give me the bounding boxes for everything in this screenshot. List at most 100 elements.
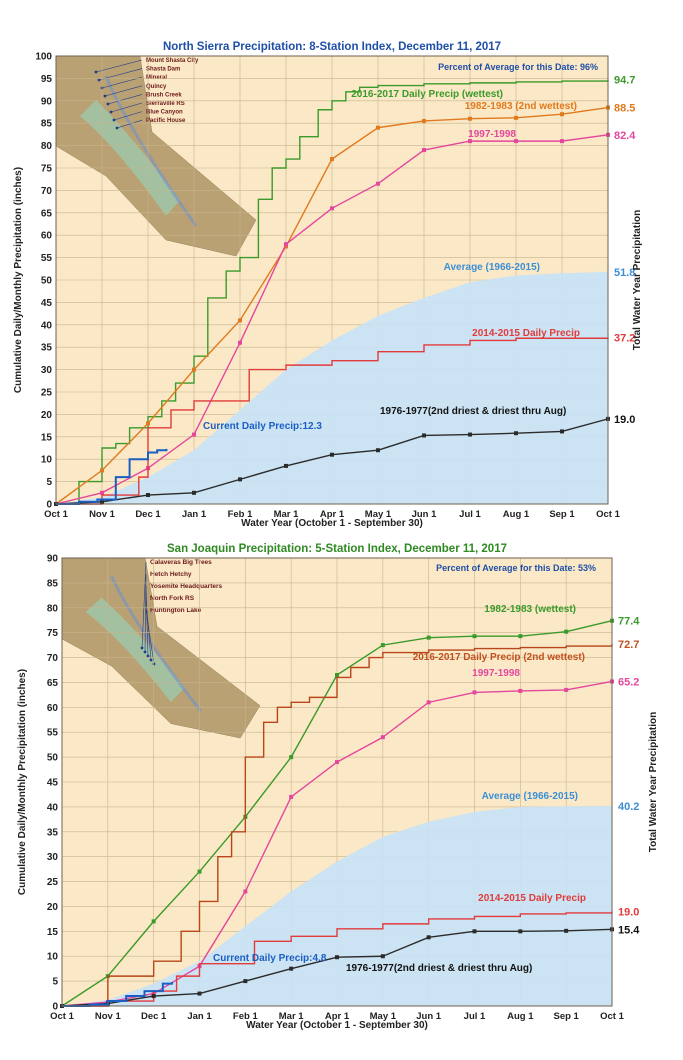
- y-tick-label: 40: [47, 802, 59, 813]
- y-tick-label: 85: [47, 578, 59, 589]
- series-1982-1983-2nd-wettest-point: [100, 468, 104, 473]
- series-2014-2015-daily-precip: [62, 911, 613, 1007]
- x-tick-label: Nov 1: [89, 509, 116, 520]
- y-tick-label: 10: [47, 952, 59, 963]
- y-tick-label: 60: [47, 703, 59, 714]
- chart-title: North Sierra Precipitation: 8-Station In…: [163, 41, 501, 53]
- map-station-leader: [101, 76, 143, 89]
- series-1982-1983-2nd-wettest-point: [330, 157, 334, 162]
- series-1997-1998-point: [426, 700, 431, 705]
- series-1982-1983-2nd-wettest-point: [192, 367, 196, 372]
- series-current-daily-precip-4-8-line: [62, 982, 173, 1007]
- chart-panel-2: Calaveras Big Trees Hetch Hetchy Yosemite …: [17, 543, 659, 1031]
- series-2014-2015-daily-precip-end-value: 19.0: [618, 906, 639, 918]
- series-2016-2017-daily-precip-wettest: [56, 79, 609, 505]
- x-tick-label: Nov 1: [95, 1011, 122, 1022]
- series-1997-1998-point: [330, 206, 334, 211]
- series-1976-1977-2nd-driest-driest-thru-aug: [54, 416, 610, 506]
- y-tick-label: 30: [41, 365, 53, 376]
- series-average-1966-2015-label: Average (1966-2015): [444, 262, 540, 273]
- series-2016-2017-daily-precip-2nd-wettest-end-value: 72.7: [618, 639, 639, 651]
- y-tick-label: 60: [41, 231, 53, 242]
- series-average-1966-2015: [56, 271, 608, 504]
- y-tick-label: 85: [41, 119, 53, 130]
- series-current-daily-precip-12-3-label: Current Daily Precip:12.3: [203, 421, 322, 432]
- series-1982-1983-2nd-wettest-point: [146, 421, 150, 426]
- y-axis-right-label: Total Water Year Precipitation: [648, 712, 659, 852]
- map-label-quincy: Quincy: [146, 84, 167, 90]
- series-1997-1998-point: [192, 432, 196, 437]
- y-tick-label: 95: [41, 74, 53, 85]
- series-2016-2017-daily-precip-wettest-end-value: 94.7: [614, 75, 635, 87]
- series-2014-2015-daily-precip-line: [56, 337, 609, 505]
- map-station-leader: [145, 609, 155, 665]
- series-1982-1983-2nd-wettest-point: [284, 244, 288, 249]
- series-1976-1977-2nd-driest-driest-thru-aug-point: [151, 994, 156, 999]
- x-tick-label: Jan 1: [182, 509, 207, 520]
- y-tick-label: 20: [41, 410, 53, 421]
- map-station-marker: [115, 126, 119, 130]
- series-1982-1983-wettest-point: [564, 629, 569, 634]
- series-1976-1977-2nd-driest-driest-thru-aug-point: [335, 955, 339, 960]
- x-tick-label: Feb 1: [233, 1011, 259, 1022]
- map-station-marker: [103, 94, 107, 98]
- y-tick-label: 80: [41, 141, 53, 152]
- plot-frame: [55, 55, 609, 505]
- series-1976-1977-2nd-driest-driest-thru-aug-end-value: 19.0: [614, 414, 635, 426]
- map-label-brush-creek: Brush Creek: [146, 92, 182, 98]
- x-tick-label: Mar 1: [274, 509, 300, 520]
- series-1997-1998-point: [289, 794, 294, 799]
- series-1997-1998-end-value: 65.2: [618, 676, 639, 688]
- series-1997-1998-point: [518, 688, 523, 693]
- x-tick-label: Dec 1: [135, 509, 161, 520]
- series-2014-2015-daily-precip-end-value: 37.2: [614, 332, 635, 344]
- x-tick-label: Sep 1: [553, 1011, 579, 1022]
- average-area: [56, 271, 608, 504]
- map-label-pacific-house: Pacific House: [146, 118, 186, 124]
- series-1976-1977-2nd-driest-driest-thru-aug-end-value: 15.4: [618, 924, 640, 936]
- series-1976-1977-2nd-driest-driest-thru-aug-point: [289, 966, 294, 971]
- series-current-daily-precip-4-8: [62, 982, 173, 1007]
- series-1997-1998-point: [468, 139, 472, 144]
- y-tick-label: 0: [46, 500, 52, 511]
- x-tick-label: Jul 1: [464, 1011, 486, 1022]
- y-axis-label: Cumulative Daily/Monthly Precipitation (…: [13, 167, 24, 393]
- map-snow-band: [104, 75, 198, 227]
- series-current-daily-precip-12-3-line: [56, 448, 168, 505]
- y-tick-label: 5: [52, 977, 58, 988]
- series-1997-1998-point: [376, 181, 380, 186]
- y-tick-label: 90: [47, 554, 59, 565]
- series-1982-1983-wettest-point: [289, 755, 294, 760]
- series-1976-1977-2nd-driest-driest-thru-aug-label: 1976-1977(2nd driest & driest thru Aug): [380, 406, 566, 417]
- series-average-1966-2015: [62, 805, 612, 1006]
- map-station-marker: [109, 110, 113, 114]
- y-tick-label: 0: [52, 1002, 58, 1013]
- y-tick-label: 100: [35, 52, 52, 63]
- y-tick-label: 45: [41, 298, 53, 309]
- y-tick-label: 20: [47, 902, 59, 913]
- series-1997-1998-point: [422, 148, 426, 153]
- series-1997-1998-point: [472, 690, 477, 695]
- series-2014-2015-daily-precip-line: [62, 911, 613, 1007]
- map-label-blue-canyon: Blue Canyon: [146, 110, 183, 116]
- y-tick-label: 15: [47, 927, 59, 938]
- series-1982-1983-2nd-wettest-point: [422, 118, 426, 123]
- series-1976-1977-2nd-driest-driest-thru-aug-label: 1976-1977(2nd driest & driest thru Aug): [346, 963, 532, 974]
- x-tick-label: Jun 1: [412, 509, 438, 520]
- y-tick-label: 25: [47, 877, 59, 888]
- plot-frame: [61, 557, 613, 1007]
- series-1976-1977-2nd-driest-driest-thru-aug-point: [560, 429, 564, 434]
- series-1982-1983-2nd-wettest-end-value: 88.5: [614, 103, 635, 115]
- map-valley: [80, 100, 180, 216]
- series-1997-1998-end-value: 82.4: [614, 130, 636, 142]
- average-area: [62, 805, 612, 1006]
- map-station-leader: [141, 561, 147, 649]
- y-tick-label: 55: [41, 253, 53, 264]
- y-tick-label: 40: [41, 320, 53, 331]
- series-1982-1983-2nd-wettest-point: [376, 125, 380, 130]
- series-1976-1977-2nd-driest-driest-thru-aug-point: [468, 432, 472, 437]
- map-station-leader: [107, 94, 143, 105]
